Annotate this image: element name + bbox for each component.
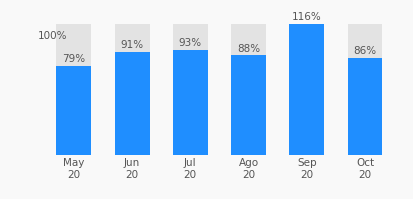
Bar (114, 52, 149, 155)
Text: 93%: 93% (178, 38, 202, 48)
Bar (230, 55, 265, 155)
Bar (173, 50, 207, 155)
Text: 116%: 116% (291, 12, 321, 22)
Bar (56, 65, 91, 155)
Text: 86%: 86% (353, 46, 375, 56)
Text: 100%: 100% (38, 31, 67, 41)
Bar (289, 23, 323, 155)
Bar (347, 23, 382, 155)
Text: 79%: 79% (62, 54, 85, 64)
Bar (173, 23, 207, 155)
Bar (347, 58, 382, 155)
Bar (56, 23, 91, 155)
Text: 88%: 88% (236, 44, 259, 54)
Bar (289, 23, 323, 155)
Text: 91%: 91% (120, 40, 143, 50)
Bar (230, 23, 265, 155)
Bar (114, 23, 149, 155)
